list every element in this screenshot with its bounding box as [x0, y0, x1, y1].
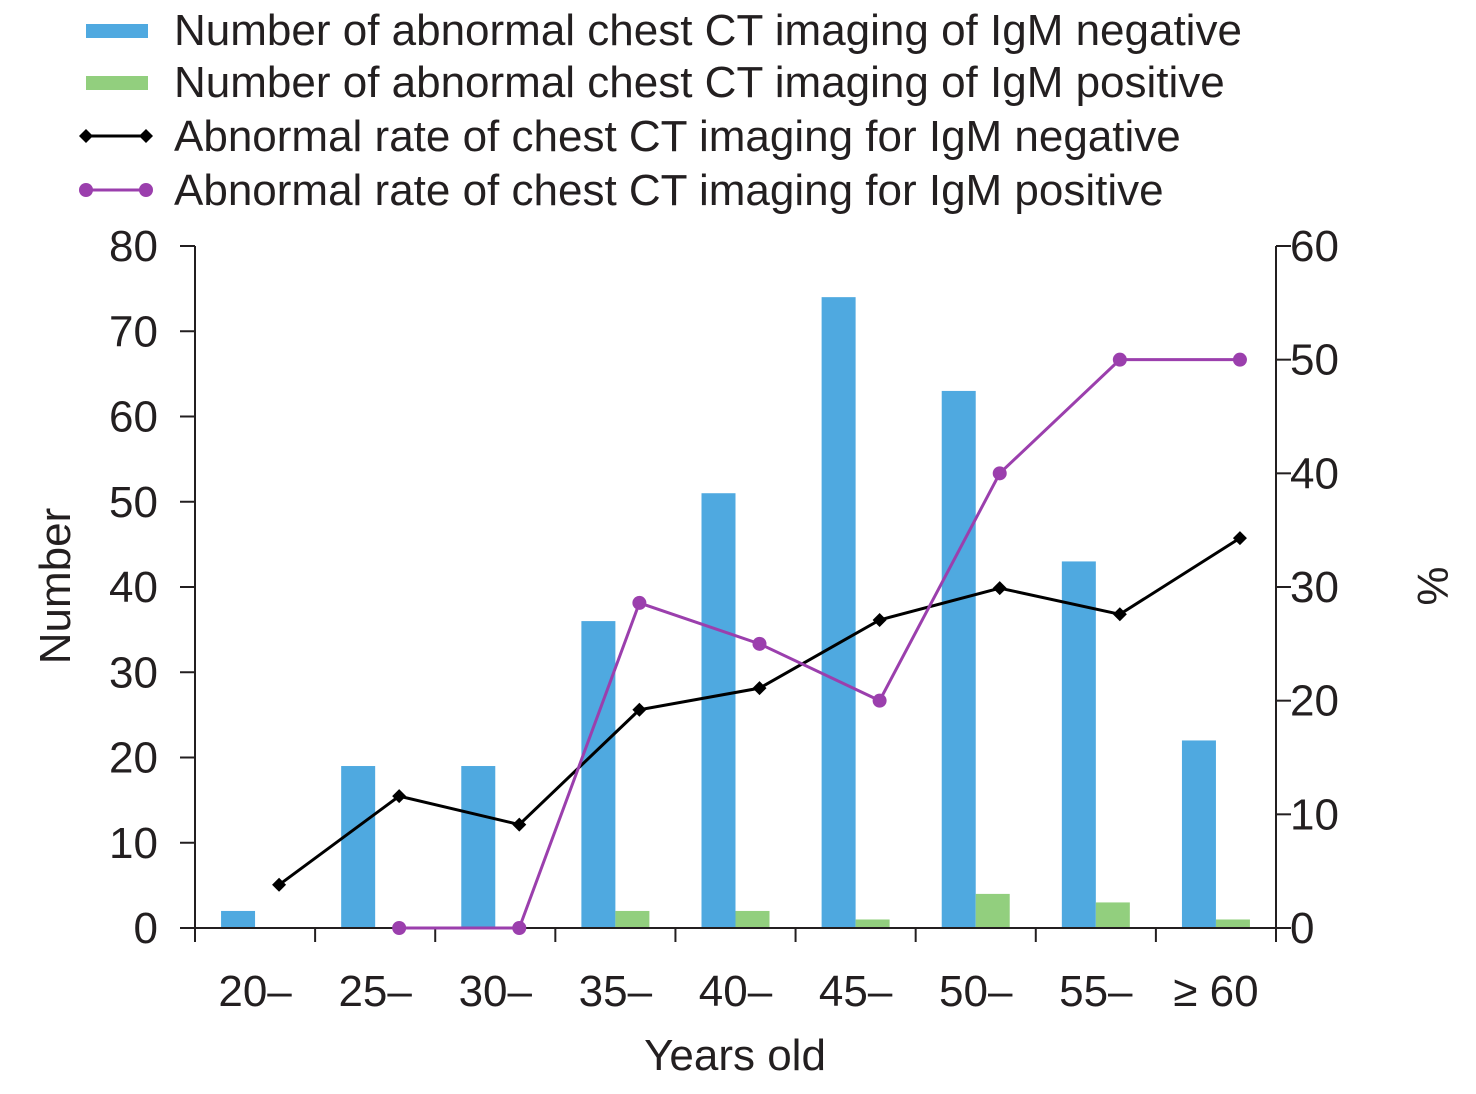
legend-marker-rate-igm-positive	[79, 183, 93, 197]
bar-igm-positive-3	[615, 910, 650, 928]
rate-point-igm-negative-5	[872, 612, 887, 627]
rate-line-igm-positive	[399, 358, 1240, 930]
rate-point-igm-positive-7	[1232, 352, 1247, 367]
rate-point-igm-negative-3	[632, 702, 647, 717]
y2-tick-label: 60	[1290, 222, 1339, 271]
bar-igm-negative-1	[341, 766, 376, 928]
bar-igm-positive-7	[1095, 902, 1130, 928]
bar-igm-positive-6	[975, 893, 1010, 928]
y-tick-label: 30	[109, 648, 158, 697]
y2-tick-label: 20	[1290, 677, 1339, 726]
bar-igm-negative-6	[941, 390, 976, 928]
bar-igm-negative-3	[581, 621, 616, 928]
x-tick-label: 25–	[338, 967, 412, 1016]
legend-label-rate-igm-positive: Abnormal rate of chest CT imaging for Ig…	[174, 166, 1164, 215]
legend-swatch-bar-igm-positive	[86, 76, 148, 90]
rate-point-igm-positive-5	[992, 466, 1007, 481]
y2-axis-label: %	[1408, 566, 1457, 605]
rate-point-igm-positive-0	[392, 921, 407, 935]
x-tick-label: 50–	[939, 967, 1013, 1016]
y-tick-label: 50	[109, 478, 158, 527]
bar-igm-positive-5	[855, 919, 890, 928]
legend: Number of abnormal chest CT imaging of I…	[79, 6, 1242, 215]
legend-marker-rate-igm-negative	[139, 129, 153, 143]
bar-group	[221, 297, 1250, 928]
legend-label-bar-igm-negative: Number of abnormal chest CT imaging of I…	[174, 6, 1242, 55]
y-tick-label: 40	[109, 563, 158, 612]
y-tick-label: 60	[109, 393, 158, 442]
rate-point-igm-positive-2	[632, 595, 647, 610]
bar-igm-negative-5	[821, 297, 856, 928]
y2-tick-label: 0	[1290, 904, 1314, 953]
x-tick-label: 30–	[459, 967, 533, 1016]
rate-point-igm-negative-8	[1232, 531, 1247, 546]
y-tick-label: 20	[109, 734, 158, 783]
legend-swatch-bar-igm-negative	[86, 24, 148, 38]
y-tick-label: 10	[109, 819, 158, 868]
rate-point-igm-positive-1	[512, 921, 527, 935]
x-tick-label: 45–	[819, 967, 893, 1016]
y2-tick-label: 40	[1290, 449, 1339, 498]
y2-tick-label: 10	[1290, 790, 1339, 839]
rate-point-igm-negative-4	[752, 681, 767, 696]
y-tick-label: 0	[134, 904, 158, 953]
rate-point-igm-negative-2	[512, 817, 527, 832]
x-tick-label: 35–	[579, 967, 653, 1016]
x-axis-label: Years old	[644, 1031, 826, 1080]
bar-igm-negative-0	[221, 910, 256, 928]
legend-label-rate-igm-negative: Abnormal rate of chest CT imaging for Ig…	[174, 112, 1181, 161]
bar-igm-negative-2	[461, 766, 496, 928]
y-tick-label: 70	[109, 307, 158, 356]
rate-point-igm-negative-7	[1112, 607, 1127, 622]
line-group	[272, 352, 1247, 935]
x-tick-label: ≥ 60	[1173, 967, 1258, 1016]
rate-point-igm-positive-4	[872, 693, 887, 708]
legend-marker-rate-igm-positive	[139, 183, 153, 197]
bar-igm-positive-8	[1215, 919, 1250, 928]
y2-tick-label: 30	[1290, 563, 1339, 612]
bar-igm-negative-7	[1061, 561, 1096, 928]
legend-label-bar-igm-positive: Number of abnormal chest CT imaging of I…	[174, 58, 1225, 107]
rate-point-igm-positive-6	[1112, 352, 1127, 367]
rate-point-igm-negative-6	[992, 581, 1007, 596]
bar-igm-positive-4	[735, 910, 770, 928]
y-tick-label: 80	[109, 222, 158, 271]
rate-point-igm-positive-3	[752, 636, 767, 651]
axes: 0 10 20 30 40 50 60 70 80 0 10 20 30 40 50 60 20– 25– 30– 3…	[109, 222, 1339, 1016]
rate-point-igm-negative-1	[392, 789, 407, 804]
legend-marker-rate-igm-negative	[79, 129, 93, 143]
x-tick-label: 20–	[218, 967, 292, 1016]
rate-point-igm-negative-0	[272, 877, 287, 892]
bar-igm-negative-8	[1181, 740, 1216, 928]
x-tick-label: 40–	[699, 967, 773, 1016]
y2-tick-label: 50	[1290, 336, 1339, 385]
y-axis-label: Number	[31, 508, 80, 665]
x-tick-label: 55–	[1059, 967, 1133, 1016]
bar-igm-negative-4	[701, 493, 736, 928]
